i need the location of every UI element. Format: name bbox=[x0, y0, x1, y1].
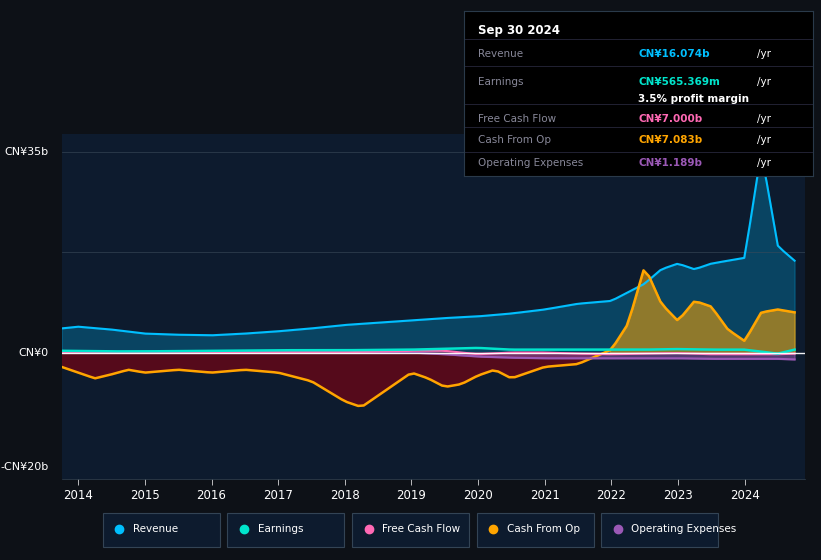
FancyBboxPatch shape bbox=[103, 512, 220, 547]
Text: Revenue: Revenue bbox=[133, 524, 178, 534]
Text: CN¥1.189b: CN¥1.189b bbox=[639, 158, 702, 168]
Text: -CN¥20b: -CN¥20b bbox=[0, 463, 48, 472]
Text: /yr: /yr bbox=[757, 49, 771, 59]
Text: /yr: /yr bbox=[757, 114, 771, 124]
Text: Free Cash Flow: Free Cash Flow bbox=[478, 114, 556, 124]
Text: Cash From Op: Cash From Op bbox=[478, 135, 551, 145]
FancyBboxPatch shape bbox=[476, 512, 594, 547]
Text: CN¥0: CN¥0 bbox=[18, 348, 48, 357]
Text: CN¥35b: CN¥35b bbox=[4, 147, 48, 157]
FancyBboxPatch shape bbox=[352, 512, 469, 547]
Text: Operating Expenses: Operating Expenses bbox=[631, 524, 736, 534]
Text: CN¥7.083b: CN¥7.083b bbox=[639, 135, 703, 145]
Text: /yr: /yr bbox=[757, 135, 771, 145]
Text: Cash From Op: Cash From Op bbox=[507, 524, 580, 534]
Text: 3.5% profit margin: 3.5% profit margin bbox=[639, 94, 750, 104]
Text: Sep 30 2024: Sep 30 2024 bbox=[478, 25, 560, 38]
Text: Earnings: Earnings bbox=[478, 77, 523, 87]
Text: Revenue: Revenue bbox=[478, 49, 523, 59]
Text: CN¥16.074b: CN¥16.074b bbox=[639, 49, 710, 59]
FancyBboxPatch shape bbox=[227, 512, 345, 547]
Text: Free Cash Flow: Free Cash Flow bbox=[383, 524, 461, 534]
Text: /yr: /yr bbox=[757, 158, 771, 168]
FancyBboxPatch shape bbox=[601, 512, 718, 547]
Text: Earnings: Earnings bbox=[258, 524, 303, 534]
Text: /yr: /yr bbox=[757, 77, 771, 87]
Text: CN¥565.369m: CN¥565.369m bbox=[639, 77, 720, 87]
Text: Operating Expenses: Operating Expenses bbox=[478, 158, 583, 168]
Text: CN¥7.000b: CN¥7.000b bbox=[639, 114, 703, 124]
